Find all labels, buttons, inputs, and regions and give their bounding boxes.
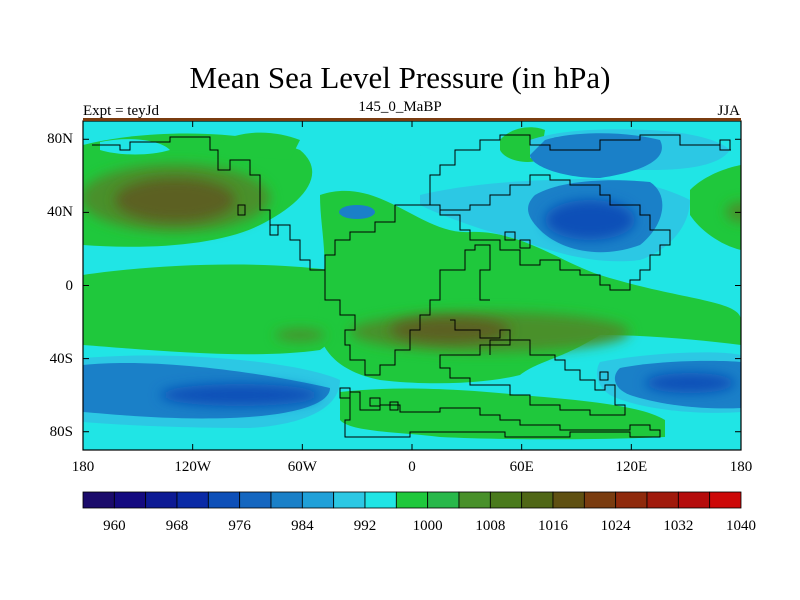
subtitle-label: 145_0_MaBP — [358, 99, 442, 115]
lon-tick-label: 120E — [615, 459, 648, 475]
colorbar-tick-label: 1040 — [726, 518, 756, 534]
lat-tick-label: 80S — [49, 423, 73, 440]
lat-tick-label: 0 — [65, 277, 74, 294]
colorbar-swatch — [207, 491, 241, 509]
colorbar-swatch — [583, 491, 617, 509]
coastlines — [92, 134, 731, 438]
colorbar-swatch — [615, 491, 648, 509]
experiment-label: Expt = teyJd — [83, 103, 159, 119]
colorbar-swatch — [364, 491, 397, 509]
colorbar-swatch — [709, 491, 742, 509]
lon-tick-label: 120W — [174, 459, 211, 475]
colorbar-swatch — [113, 491, 147, 509]
lon-tick-label: 180 — [71, 459, 95, 475]
colorbar-swatch — [270, 491, 303, 509]
colorbar-tick-label: 992 — [353, 518, 377, 534]
colorbar-swatch — [82, 491, 115, 509]
colorbar-swatch — [677, 491, 711, 509]
colorbar-swatch — [176, 491, 209, 509]
axis-tick-marks — [82, 121, 742, 450]
colorbar-swatch — [458, 491, 491, 509]
lon-tick-label: 180 — [729, 459, 753, 475]
lat-tick-label: 40N — [47, 204, 73, 221]
lon-tick-label: 60E — [509, 459, 534, 475]
colorbar-swatch — [239, 491, 272, 509]
field-deepblue-areas — [160, 200, 735, 406]
chart-title: Mean Sea Level Pressure (in hPa) — [189, 60, 611, 95]
colorbar — [82, 491, 742, 509]
colorbar-swatch — [427, 491, 460, 509]
field-cyan-pockets — [100, 129, 500, 158]
top-border-strip — [83, 118, 741, 121]
colorbar-swatch — [646, 491, 679, 509]
colorbar-swatch — [395, 491, 429, 509]
lat-tick-label: 80N — [47, 131, 73, 148]
colorbar-swatch — [145, 491, 178, 509]
colorbar-tick-label: 1032 — [663, 518, 694, 534]
colorbar-tick-label: 1024 — [600, 518, 631, 534]
lat-tick-label: 40S — [49, 350, 73, 367]
colorbar-swatch — [301, 491, 335, 509]
colorbar-tick-label: 976 — [228, 518, 251, 534]
colorbar-swatch — [552, 491, 585, 509]
colorbar-swatch — [521, 491, 554, 509]
colorbar-tick-label: 960 — [103, 518, 126, 534]
colorbar-swatch — [333, 491, 366, 509]
season-label: JJA — [717, 103, 740, 119]
colorbar-tick-label: 1000 — [412, 518, 443, 534]
colorbar-tick-label: 968 — [165, 518, 189, 534]
colorbar-tick-label: 1008 — [475, 518, 506, 534]
colorbar-tick-label: 984 — [291, 518, 314, 534]
lon-tick-label: 60W — [287, 459, 317, 475]
lon-tick-label: 0 — [408, 459, 416, 475]
pressure-field — [83, 121, 741, 450]
colorbar-tick-label: 1016 — [538, 518, 568, 534]
colorbar-swatch — [489, 491, 523, 509]
